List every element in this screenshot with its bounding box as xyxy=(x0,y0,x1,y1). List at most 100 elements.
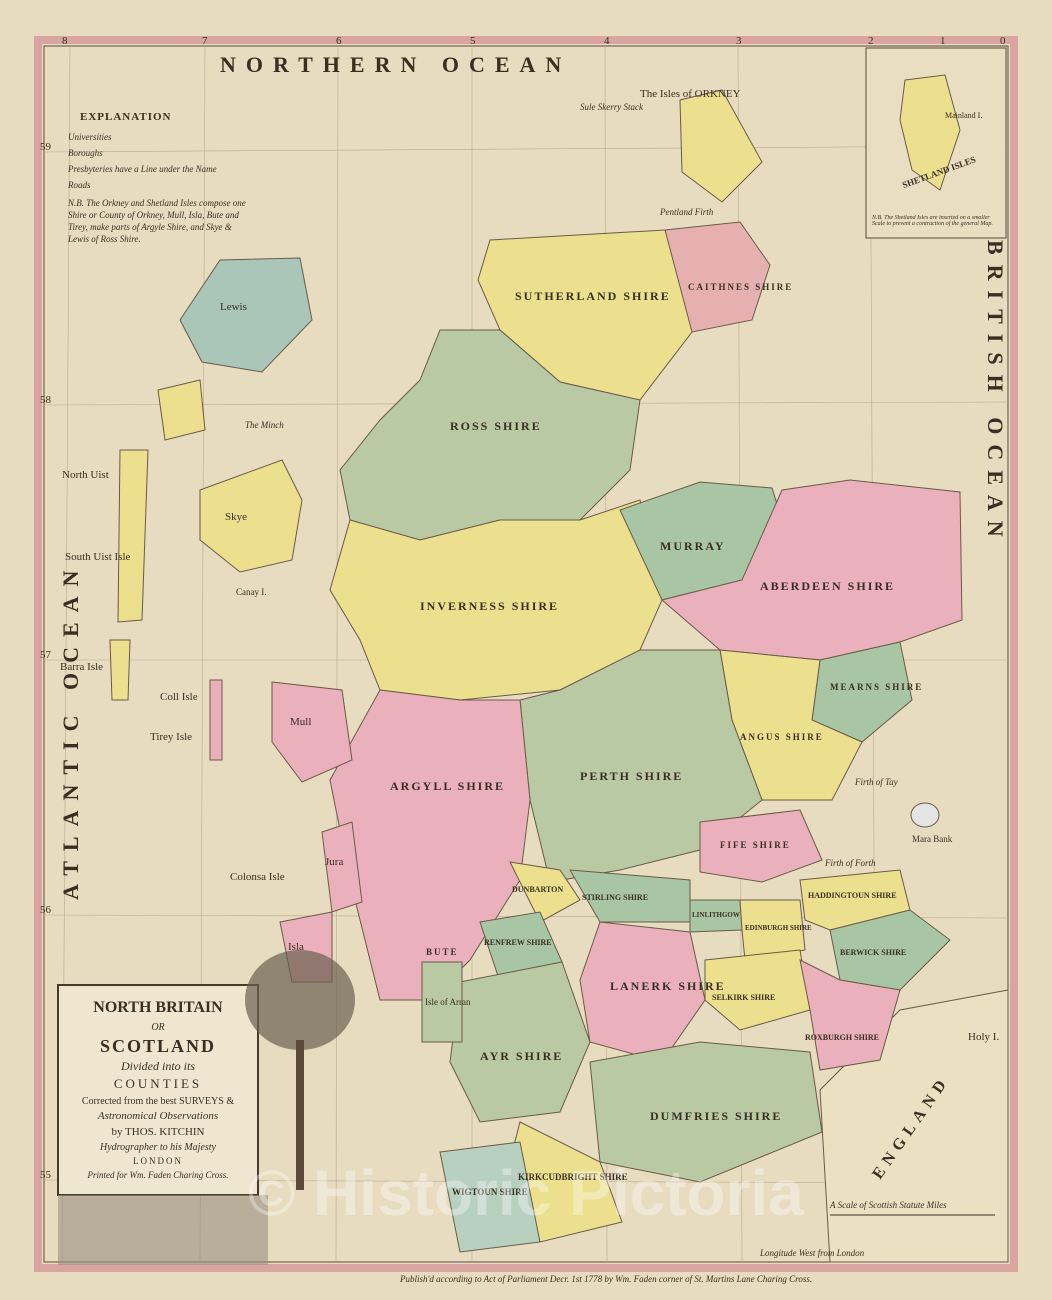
island-label: Canay I. xyxy=(236,587,267,597)
trunk xyxy=(296,1040,304,1190)
island-label: North Uist xyxy=(62,469,109,481)
longitude-label: 2 xyxy=(868,35,874,47)
county-label: DUNBARTON xyxy=(512,885,563,894)
cartouche-line: NORTH BRITAIN xyxy=(93,999,223,1016)
inset-note: N.B. The Shetland Isles are inserted on … xyxy=(872,215,993,227)
county-label: HADDINGTOUN SHIRE xyxy=(808,891,897,900)
explanation-line: N.B. The Orkney and Shetland Isles compo… xyxy=(67,198,246,208)
inset-island: Mainland I. xyxy=(945,111,982,120)
explanation-line: Roads xyxy=(67,180,91,190)
county-label: PERTH SHIRE xyxy=(580,769,683,783)
cartouche-line: OR xyxy=(151,1022,164,1033)
latitude-label: 58 xyxy=(40,394,52,406)
county-label: MEARNS SHIRE xyxy=(830,682,923,692)
county-label: SUTHERLAND SHIRE xyxy=(515,289,671,303)
island-label: Colonsa Isle xyxy=(230,871,285,883)
island-label: Tirey Isle xyxy=(150,731,192,743)
ocean-label: ATLANTIC OCEAN xyxy=(58,561,83,900)
cartouche xyxy=(57,984,259,1196)
county-label: AYR SHIRE xyxy=(480,1049,563,1063)
longitude-label: 6 xyxy=(336,35,342,47)
tree xyxy=(245,950,355,1050)
county-label: WIGTOUN SHIRE xyxy=(452,1187,528,1197)
county-label: ARGYLL SHIRE xyxy=(390,779,505,793)
county-label: ROXBURGH SHIRE xyxy=(805,1033,879,1042)
island-label: Holy I. xyxy=(968,1031,999,1043)
imprint: Publish'd according to Act of Parliament… xyxy=(399,1274,812,1284)
longitude-label: 4 xyxy=(604,35,610,47)
island-label: Skye xyxy=(225,511,247,523)
cartouche-base xyxy=(58,1195,268,1265)
longitude-labels: 8 7 6 5 4 3 2 1 0 xyxy=(62,35,1006,47)
inset-note-box: N.B. The Shetland Isles are inserted on … xyxy=(872,215,993,227)
island-label: Isla xyxy=(288,941,304,953)
water-label: Sule Skerry Stack xyxy=(580,102,644,112)
water-label: The Minch xyxy=(245,420,284,430)
county-label: CAITHNES SHIRE xyxy=(688,282,793,292)
ocean-label: NORTHERN OCEAN xyxy=(220,52,571,77)
watermark: © Historic Pictoria xyxy=(248,1157,804,1229)
county-label: FIFE SHIRE xyxy=(720,840,791,850)
water-label: Firth of Forth xyxy=(824,858,876,868)
island-labels: The Isles of ORKNEY Lewis North Uist Sou… xyxy=(60,88,999,1043)
county-label: EDINBURGH SHIRE xyxy=(745,924,812,932)
water-labels: Pentland Firth The Minch Firth of Tay Fi… xyxy=(245,102,898,868)
explanation-line: Lewis of Ross Shire. xyxy=(67,234,141,244)
island-label: Mara Bank xyxy=(912,834,953,844)
county-labels: CAITHNES SHIRE SUTHERLAND SHIRE ROSS SHI… xyxy=(390,282,923,1197)
longitude-label: 0 xyxy=(1000,35,1006,47)
island-label: Jura xyxy=(325,856,343,868)
county-label: ROSS SHIRE xyxy=(450,419,542,433)
cartouche-line: SCOTLAND xyxy=(100,1036,216,1056)
cartouche-line: by THOS. KITCHIN xyxy=(112,1126,205,1138)
cartouche-line: Corrected from the best SURVEYS & xyxy=(82,1096,234,1107)
explanation-line: Universities xyxy=(68,132,112,142)
cartouche-line: COUNTIES xyxy=(114,1076,202,1091)
island-label: South Uist Isle xyxy=(65,551,131,563)
county-label: MURRAY xyxy=(660,539,726,553)
cartouche-text: NORTH BRITAIN OR SCOTLAND Divided into i… xyxy=(82,999,234,1180)
shetland xyxy=(899,74,961,191)
explanation-lines: Universities Boroughs Presbyteries have … xyxy=(67,132,246,244)
cartouche-line: LONDON xyxy=(133,1156,183,1166)
explanation-title: EXPLANATION xyxy=(80,111,171,123)
scale-title: A Scale of Scottish Statute Miles xyxy=(829,1200,947,1210)
county-label: LANERK SHIRE xyxy=(610,979,726,993)
latitude-label: 59 xyxy=(40,141,52,153)
explanation-line: Shire or County of Orkney, Mull, Isla, B… xyxy=(68,210,239,220)
county-label: ANGUS SHIRE xyxy=(740,732,824,742)
cartouche-line: Astronomical Observations xyxy=(97,1110,218,1122)
longitude-label: 3 xyxy=(736,35,742,47)
county-label: SELKIRK SHIRE xyxy=(712,993,775,1002)
explanation-line: Tirey, make parts of Argyle Shire, and S… xyxy=(68,222,232,232)
latitude-label: 55 xyxy=(40,1169,52,1181)
latitude-label: 57 xyxy=(40,649,52,661)
longitude-label: 7 xyxy=(202,35,208,47)
county-label: LINLITHGOW xyxy=(692,911,740,919)
island-label: Mull xyxy=(290,716,311,728)
islands xyxy=(109,89,940,1043)
island-label: Isle of Arran xyxy=(425,997,471,1007)
longitude-note: Longitude West from London xyxy=(759,1248,865,1258)
latitude-labels: 59 58 57 56 55 xyxy=(40,141,52,1181)
island-label: Barra Isle xyxy=(60,661,103,673)
longitude-label: 8 xyxy=(62,35,68,47)
county-label: RENFREW SHIRE xyxy=(484,938,552,947)
explanation-line: Presbyteries have a Line under the Name xyxy=(67,164,217,174)
ocean-label: BRITISH OCEAN xyxy=(983,240,1008,547)
county-label: BUTE xyxy=(426,947,459,957)
counties xyxy=(329,221,963,1253)
island-label: Coll Isle xyxy=(160,691,198,703)
county-label: DUMFRIES SHIRE xyxy=(650,1109,782,1123)
water-label: Firth of Tay xyxy=(854,777,898,787)
cartouche-line: Divided into its xyxy=(120,1059,195,1073)
island-label: The Isles of ORKNEY xyxy=(640,88,741,100)
water-label: Pentland Firth xyxy=(659,207,714,217)
explanation-line: Boroughs xyxy=(68,148,103,158)
cartouche-line: Hydrographer to his Majesty xyxy=(99,1142,217,1153)
latitude-label: 56 xyxy=(40,904,52,916)
cartouche-line: Printed for Wm. Faden Charing Cross. xyxy=(87,1170,229,1180)
island-label: Lewis xyxy=(220,301,247,313)
longitude-label: 5 xyxy=(470,35,476,47)
